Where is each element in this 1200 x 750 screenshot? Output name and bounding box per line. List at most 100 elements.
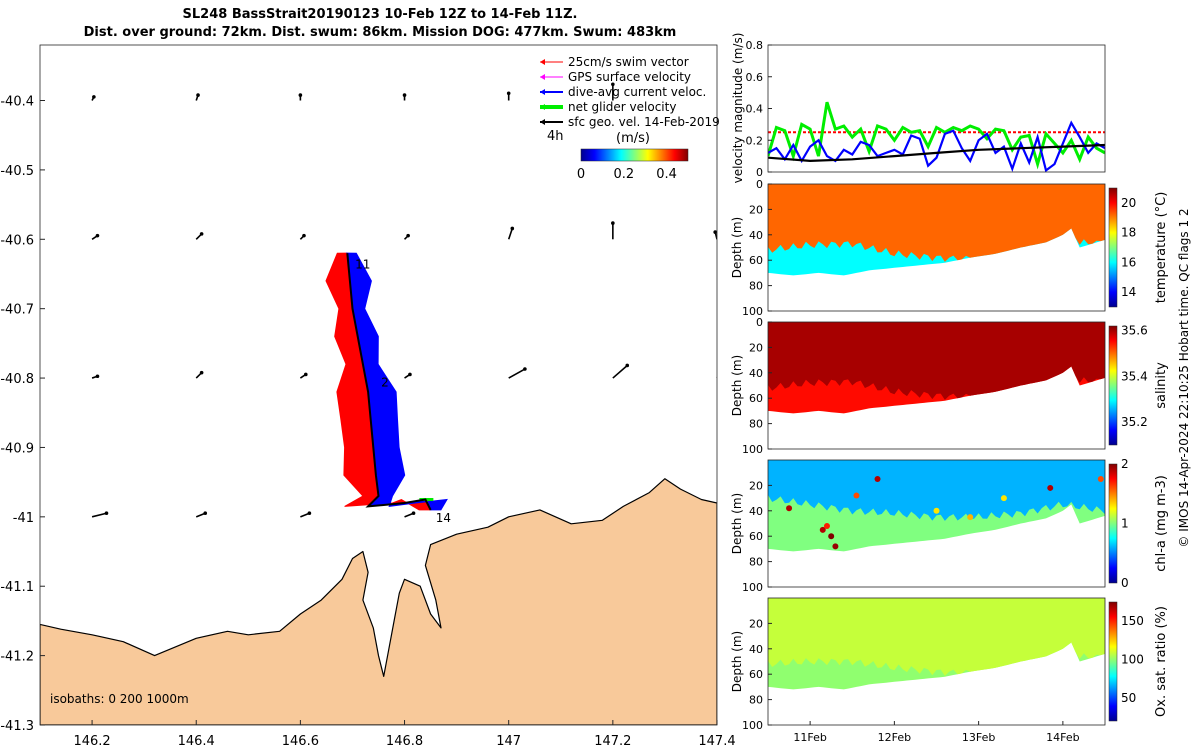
map-panel: 11 2 14 146.2 146.4 146.6 146.8 147 147.2 147.4 -… [0, 44, 736, 749]
map-ytick-label: -40.5 [0, 164, 34, 179]
legend-arrowhead [540, 119, 545, 125]
legend-label: 25cm/s swim vector [568, 55, 689, 69]
chl-a-sample-point [1047, 484, 1054, 491]
oxygen-colorbar [1108, 601, 1118, 722]
oxygen-panel: 20 40 60 80 100 Depth (m) 50 100 150 Ox. sat. rat… [730, 597, 1169, 744]
map-ytick-label: -40.9 [0, 441, 34, 456]
map-xtick-label: 146.4 [178, 734, 215, 749]
chl-a-colorbar-tick-label: 0 [1121, 576, 1129, 590]
copyright-notice: © IMOS 14-Apr-2024 22:10:25 Hobart time.… [1177, 208, 1194, 547]
velocity-ytick-label: 0.8 [746, 39, 764, 52]
salinity-surface-layer [768, 322, 1105, 400]
temperature-profile-dot [1100, 184, 1105, 188]
temperature-colorbar-label: temperature (°C) [1154, 192, 1169, 304]
temperature-colorbar-tick-label: 20 [1121, 196, 1136, 210]
track-day-label: 14 [436, 511, 451, 525]
geo-velocity-arrow [508, 368, 526, 379]
geo-arrow-head [95, 374, 100, 379]
salinity-ytick-label: 0 [756, 316, 763, 329]
velocity-lines [768, 101, 1105, 172]
chl-a-colorbar-tick-label: 2 [1121, 457, 1129, 471]
geo-arrow-head [510, 226, 515, 231]
chl-a-sample-point [1097, 476, 1104, 483]
temperature-ytick-label: 100 [742, 305, 763, 318]
temperature-ytick-label: 0 [756, 178, 763, 191]
chl-a-ytick-label: 20 [749, 479, 763, 492]
temperature-ytick-label: 60 [749, 254, 763, 267]
chl-a-sample-point [874, 476, 881, 483]
salinity-ylabel: Depth (m) [730, 355, 744, 416]
geo-arrow-head [203, 511, 208, 516]
land-area [40, 478, 717, 725]
salinity-ytick-label: 80 [749, 418, 763, 431]
oxygen-colorbar-tick-label: 100 [1121, 653, 1144, 667]
oxygen-xtick-label: 11Feb [793, 731, 826, 744]
chl-a-sample-point [819, 526, 826, 533]
temperature-colorbar [1108, 187, 1118, 308]
map-ytick-label: -40.4 [0, 95, 34, 110]
oxygen-ytick-label: 20 [749, 617, 763, 630]
map-ytick-label: -41.3 [0, 719, 34, 734]
oxygen-surface-layer [768, 598, 1105, 676]
temperature-ylabel: Depth (m) [730, 217, 744, 278]
map-ytick-label: -40.8 [0, 372, 34, 387]
geo-arrow-head [408, 372, 412, 377]
map-xtick-label: 146.6 [282, 734, 319, 749]
temperature-ytick-label: 20 [749, 203, 763, 216]
chl-a-ylabel: Depth (m) [730, 493, 744, 554]
salinity-ytick-label: 40 [749, 367, 763, 380]
title-line-2: Dist. over ground: 72km. Dist. swum: 86k… [83, 25, 677, 40]
velocity-ytick-label: 0 [756, 166, 763, 179]
geo-arrow-head [411, 511, 416, 516]
geo-arrow-head [298, 93, 303, 97]
colorbar-interval-label: 4h [547, 129, 564, 144]
oxygen-xtick-label: 13Feb [962, 731, 995, 744]
figure-title: SL248 BassStrait20190123 10-Feb 12Z to 1… [0, 6, 760, 42]
legend-label: GPS surface velocity [568, 70, 691, 84]
map-colorbar-ticks: 0 0.2 0.4 [577, 167, 677, 182]
salinity-frame [767, 321, 1106, 450]
chl-a-sample-point [933, 507, 940, 514]
chl-a-sample-point [823, 523, 830, 530]
oxygen-ytick-label: 100 [742, 719, 763, 732]
map-colorbar-tick-label: 0.2 [613, 167, 634, 182]
oxygen-ytick-label: 80 [749, 694, 763, 707]
map-colorbar [580, 148, 689, 162]
geo-arrow-head [625, 363, 630, 368]
temperature-colorbar-tick-label: 16 [1121, 255, 1136, 269]
map-ytick-label: -41.2 [0, 650, 34, 665]
temperature-ytick-label: 40 [749, 229, 763, 242]
salinity-colorbar-tick-label: 35.6 [1121, 324, 1148, 338]
oxygen-profile-dot [1100, 598, 1105, 602]
oxygen-ytick-label: 40 [749, 643, 763, 656]
glider-track [346, 253, 432, 511]
geo-arrow-head [713, 230, 717, 234]
geo-arrow-head [611, 221, 615, 225]
velocity-series-line [768, 101, 1105, 170]
temperature-frame [767, 183, 1106, 312]
oxygen-xtick-label: 14Feb [1046, 731, 1079, 744]
salinity-colorbar-label: salinity [1154, 362, 1169, 409]
geo-arrow-head [199, 232, 204, 236]
geo-velocity-arrow [716, 376, 717, 379]
geo-arrow-head [611, 82, 615, 87]
temperature-colorbar-tick-label: 14 [1121, 285, 1136, 299]
chl-a-surface-layer [768, 460, 1105, 521]
map-xtick-label: 147.4 [698, 734, 735, 749]
temperature-ytick-label: 80 [749, 280, 763, 293]
title-line-1: SL248 BassStrait20190123 10-Feb 12Z to 1… [182, 7, 578, 22]
salinity-colorbar-tick-label: 35.2 [1121, 415, 1148, 429]
velocity-ytick-label: 0.4 [746, 103, 764, 116]
chl-a-ytick-label: 100 [742, 581, 763, 594]
chl-a-sample-point [967, 514, 974, 521]
geo-arrow-head [506, 91, 511, 96]
salinity-section [768, 322, 1105, 414]
chl-a-ytick-label: 60 [749, 530, 763, 543]
geo-arrow-head [719, 371, 723, 375]
map-ytick-label: -41 [13, 511, 34, 526]
chl-a-colorbar-tick-label: 1 [1121, 517, 1129, 531]
velocity-ytick-label: 0.6 [746, 71, 764, 84]
chl-a-sample-point [853, 492, 860, 499]
